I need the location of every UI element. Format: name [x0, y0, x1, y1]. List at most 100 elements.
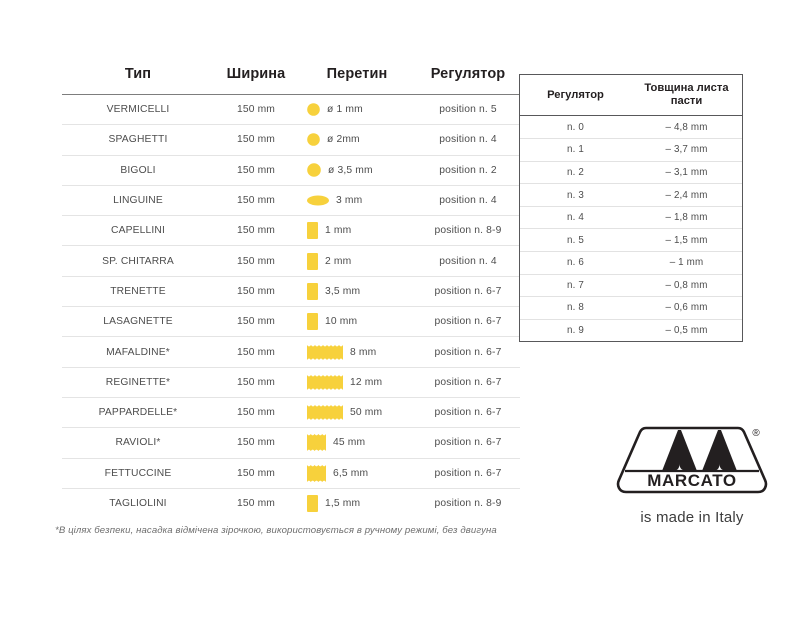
- regulator-table-body: n. 0– 4,8 mm n. 1– 3,7 mm n. 2– 3,1 mm n. 3…: [520, 115, 742, 341]
- pasta-shape-swatch: [307, 103, 320, 116]
- regulator-row: n. 1– 3,7 mm: [520, 138, 742, 162]
- cut-label: 50 mm: [350, 407, 383, 419]
- cell-sheet-thickness: – 1,5 mm: [631, 228, 742, 252]
- cell-width: 150 mm: [214, 215, 298, 247]
- cell-regulator-number: n. 9: [567, 325, 584, 337]
- header-row: Тип Ширина Перетин Регулятор: [62, 66, 520, 95]
- logo-brand-text: MARCATO: [647, 471, 737, 490]
- cut-label: 1 mm: [325, 225, 352, 237]
- cell-pasta-type: SP. CHITARRA: [62, 245, 214, 277]
- table-body: VERMICELLI 150 mm ø 1 mm position n. 5 SPAGH…: [62, 94, 520, 519]
- cell-regulator: position n. 6-7: [416, 427, 520, 459]
- cut-label: 10 mm: [325, 316, 358, 328]
- cell-sheet-thickness: – 1 mm: [631, 251, 742, 275]
- cell-cut: 45 mm: [298, 427, 416, 459]
- cell-width: 150 mm: [214, 427, 298, 459]
- cell-pasta-type: REGINETTE*: [62, 367, 214, 398]
- pasta-types-table-element: Тип Ширина Перетин Регулятор VERMICELLI 1…: [62, 66, 520, 518]
- cell-cut: 12 mm: [298, 367, 416, 398]
- cell-sheet-thickness: – 1,8 mm: [631, 206, 742, 230]
- cell-cut: ø 1 mm: [298, 94, 416, 126]
- cell-pasta-type: LASAGNETTE: [62, 306, 214, 338]
- pasta-shape-swatch: [307, 405, 343, 421]
- cell-pasta-type: PAPPARDELLE*: [62, 397, 214, 429]
- cell-width: 150 mm: [214, 94, 298, 126]
- marcato-logo-mark: MARCATO ®: [616, 424, 768, 502]
- pasta-shape-swatch: [307, 282, 318, 300]
- table-row: MAFALDINE* 150 mm 8 mm position n. 6-7: [62, 336, 520, 368]
- pasta-shape-swatch: [307, 434, 326, 452]
- cell-pasta-type: TAGLIOLINI: [109, 498, 167, 509]
- made-in-italy-tagline: is made in Italy: [640, 509, 744, 526]
- regulator-row: n. 2– 3,1 mm: [520, 161, 742, 185]
- pasta-shape-swatch: [307, 133, 320, 147]
- table-row: TAGLIOLINI 150 mm 1,5 mm position n. 8-9: [62, 488, 520, 518]
- cell-pasta-type: CAPELLINI: [62, 215, 214, 247]
- pasta-shape-swatch: [307, 495, 318, 512]
- column-header-type: Тип: [124, 66, 152, 82]
- pasta-shape-swatch: [307, 344, 343, 360]
- cell-regulator: position n. 6-7: [416, 458, 520, 489]
- pasta-shape-swatch: [307, 222, 318, 240]
- regulator-table-element: Регулятор Товщина листа пасти n. 0– 4,8 …: [520, 75, 742, 341]
- table-row: LASAGNETTE 150 mm 10 mm position n. 6-7: [62, 306, 520, 338]
- cell-pasta-type: BIGOLI: [62, 155, 214, 186]
- pasta-shape-swatch: [307, 464, 326, 482]
- cut-cell-content: ø 1 mm: [299, 103, 415, 116]
- pasta-types-table: Тип Ширина Перетин Регулятор VERMICELLI 1…: [62, 66, 520, 518]
- table-row: CAPELLINI 150 mm 1 mm position n. 8-9: [62, 215, 520, 247]
- cell-pasta-type: FETTUCCINE: [62, 458, 214, 489]
- cell-regulator: position n. 2: [416, 155, 520, 186]
- cell-width: 150 mm: [214, 276, 298, 308]
- registered-trademark-icon: ®: [752, 428, 760, 439]
- cut-label: 6,5 mm: [333, 467, 369, 479]
- cell-cut: 6,5 mm: [298, 458, 416, 489]
- cut-label: ø 3,5 mm: [328, 164, 373, 176]
- table-header: Тип Ширина Перетин Регулятор: [62, 66, 520, 95]
- marcato-logo-block: MARCATO ® is made in Italy: [612, 424, 772, 526]
- cell-sheet-thickness: – 0,6 mm: [631, 296, 742, 320]
- cut-cell-content: 50 mm: [299, 405, 415, 421]
- cell-regulator-number: n. 2: [520, 161, 631, 185]
- cell-width: 150 mm: [214, 124, 298, 156]
- regulator-row: n. 4– 1,8 mm: [520, 206, 742, 230]
- cell-cut: 3,5 mm: [298, 276, 416, 308]
- cell-regulator-number: n. 1: [520, 138, 631, 162]
- cell-cut: 1 mm: [298, 215, 416, 247]
- cell-sheet-thickness: – 0,5 mm: [665, 325, 708, 337]
- cell-width: 150 mm: [214, 397, 298, 429]
- marcato-trapezoid-icon: MARCATO ®: [616, 426, 768, 494]
- cell-regulator: position n. 4: [416, 245, 520, 277]
- pasta-shape-swatch: [307, 195, 329, 206]
- cell-sheet-thickness: – 0,8 mm: [631, 274, 742, 298]
- regulator-row: n. 3– 2,4 mm: [520, 183, 742, 207]
- pasta-shape-swatch: [307, 252, 318, 270]
- cell-width: 150 mm: [214, 245, 298, 277]
- regulator-row: n. 8– 0,6 mm: [520, 296, 742, 320]
- regulator-row: n. 6– 1 mm: [520, 251, 742, 275]
- cell-cut: 2 mm: [298, 245, 416, 277]
- cut-cell-content: 10 mm: [299, 313, 415, 331]
- cell-regulator-number: n. 7: [520, 274, 631, 298]
- cell-regulator: position n. 6-7: [416, 276, 520, 308]
- table-row: TRENETTE 150 mm 3,5 mm position n. 6-7: [62, 276, 520, 308]
- regulator-header-row: Регулятор Товщина листа пасти: [520, 75, 742, 116]
- cut-label: 8 mm: [350, 346, 377, 358]
- cell-sheet-thickness: – 3,7 mm: [631, 138, 742, 162]
- cell-regulator-number: n. 0: [520, 115, 631, 140]
- column-header-sheet-thickness: Товщина листа пасти: [644, 82, 729, 108]
- cell-cut: ø 3,5 mm: [298, 155, 416, 186]
- cell-width: 150 mm: [214, 367, 298, 398]
- cell-pasta-type: LINGUINE: [62, 185, 214, 217]
- cell-regulator: position n. 6-7: [416, 397, 520, 429]
- regulator-row: n. 0– 4,8 mm: [520, 115, 742, 140]
- table-row: SPAGHETTI 150 mm ø 2mm position n. 4: [62, 124, 520, 156]
- cell-regulator-number: n. 3: [520, 183, 631, 207]
- cut-cell-content: ø 2mm: [299, 133, 415, 147]
- cut-cell-content: ø 3,5 mm: [299, 163, 415, 178]
- regulator-row: n. 9 – 0,5 mm: [520, 319, 742, 341]
- cell-regulator: position n. 6-7: [416, 367, 520, 398]
- cell-regulator: position n. 8-9: [416, 215, 520, 247]
- cell-pasta-type: RAVIOLI*: [62, 427, 214, 459]
- cell-regulator: position n. 6-7: [416, 306, 520, 338]
